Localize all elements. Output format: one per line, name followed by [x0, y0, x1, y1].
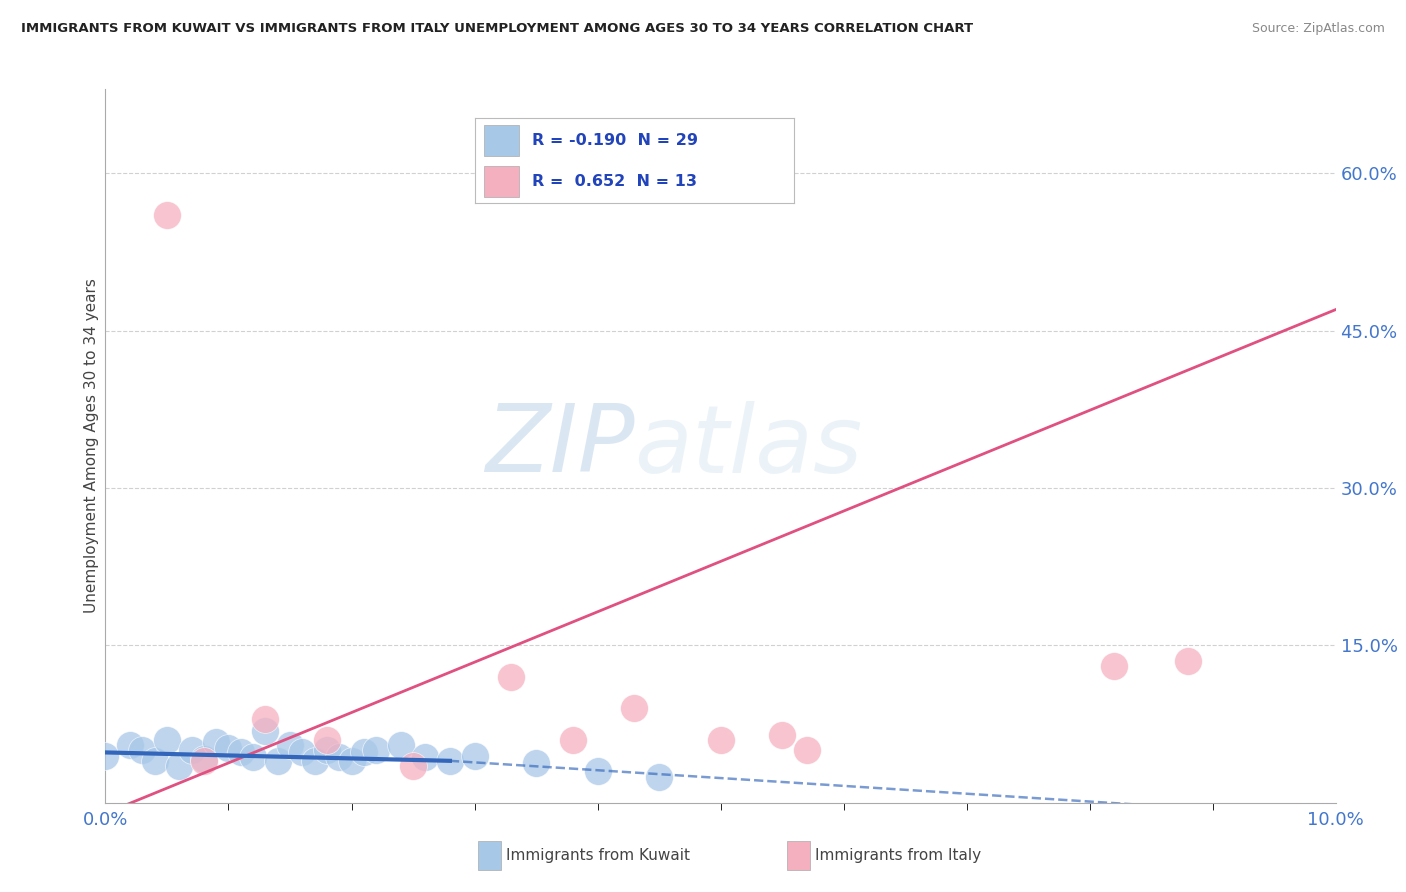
Point — [254, 724, 277, 739]
Point — [770, 728, 793, 742]
Point — [304, 754, 326, 768]
Point — [413, 749, 436, 764]
Point — [586, 764, 609, 779]
Point — [229, 746, 252, 760]
Y-axis label: Unemployment Among Ages 30 to 34 years: Unemployment Among Ages 30 to 34 years — [84, 278, 98, 614]
Point — [796, 743, 818, 757]
Text: IMMIGRANTS FROM KUWAIT VS IMMIGRANTS FROM ITALY UNEMPLOYMENT AMONG AGES 30 TO 34: IMMIGRANTS FROM KUWAIT VS IMMIGRANTS FRO… — [21, 22, 973, 36]
Point — [156, 732, 179, 747]
Point — [143, 754, 166, 768]
Point — [648, 770, 671, 784]
Point — [315, 743, 337, 757]
Text: atlas: atlas — [634, 401, 863, 491]
Point — [120, 738, 141, 752]
Point — [328, 749, 350, 764]
Text: Immigrants from Kuwait: Immigrants from Kuwait — [506, 848, 690, 863]
Point — [524, 756, 547, 770]
Point — [267, 754, 290, 768]
Point — [315, 732, 337, 747]
Point — [291, 746, 314, 760]
Point — [218, 741, 240, 756]
Point — [439, 754, 461, 768]
Text: ZIP: ZIP — [485, 401, 634, 491]
Point — [205, 735, 228, 749]
Point — [131, 743, 153, 757]
Point — [340, 754, 363, 768]
Point — [402, 759, 425, 773]
Point — [156, 208, 179, 222]
Point — [94, 748, 117, 763]
Point — [364, 743, 387, 757]
Point — [710, 732, 733, 747]
Point — [1104, 659, 1126, 673]
Point — [180, 743, 202, 757]
Point — [242, 749, 264, 764]
Point — [353, 746, 375, 760]
Point — [278, 738, 301, 752]
Point — [623, 701, 645, 715]
Point — [501, 670, 523, 684]
Point — [562, 732, 585, 747]
Point — [193, 754, 215, 768]
Text: Immigrants from Italy: Immigrants from Italy — [815, 848, 981, 863]
Text: Source: ZipAtlas.com: Source: ZipAtlas.com — [1251, 22, 1385, 36]
Point — [1177, 654, 1199, 668]
Point — [169, 759, 191, 773]
Point — [389, 738, 412, 752]
Point — [464, 748, 486, 763]
Point — [254, 712, 277, 726]
Point — [193, 752, 215, 766]
